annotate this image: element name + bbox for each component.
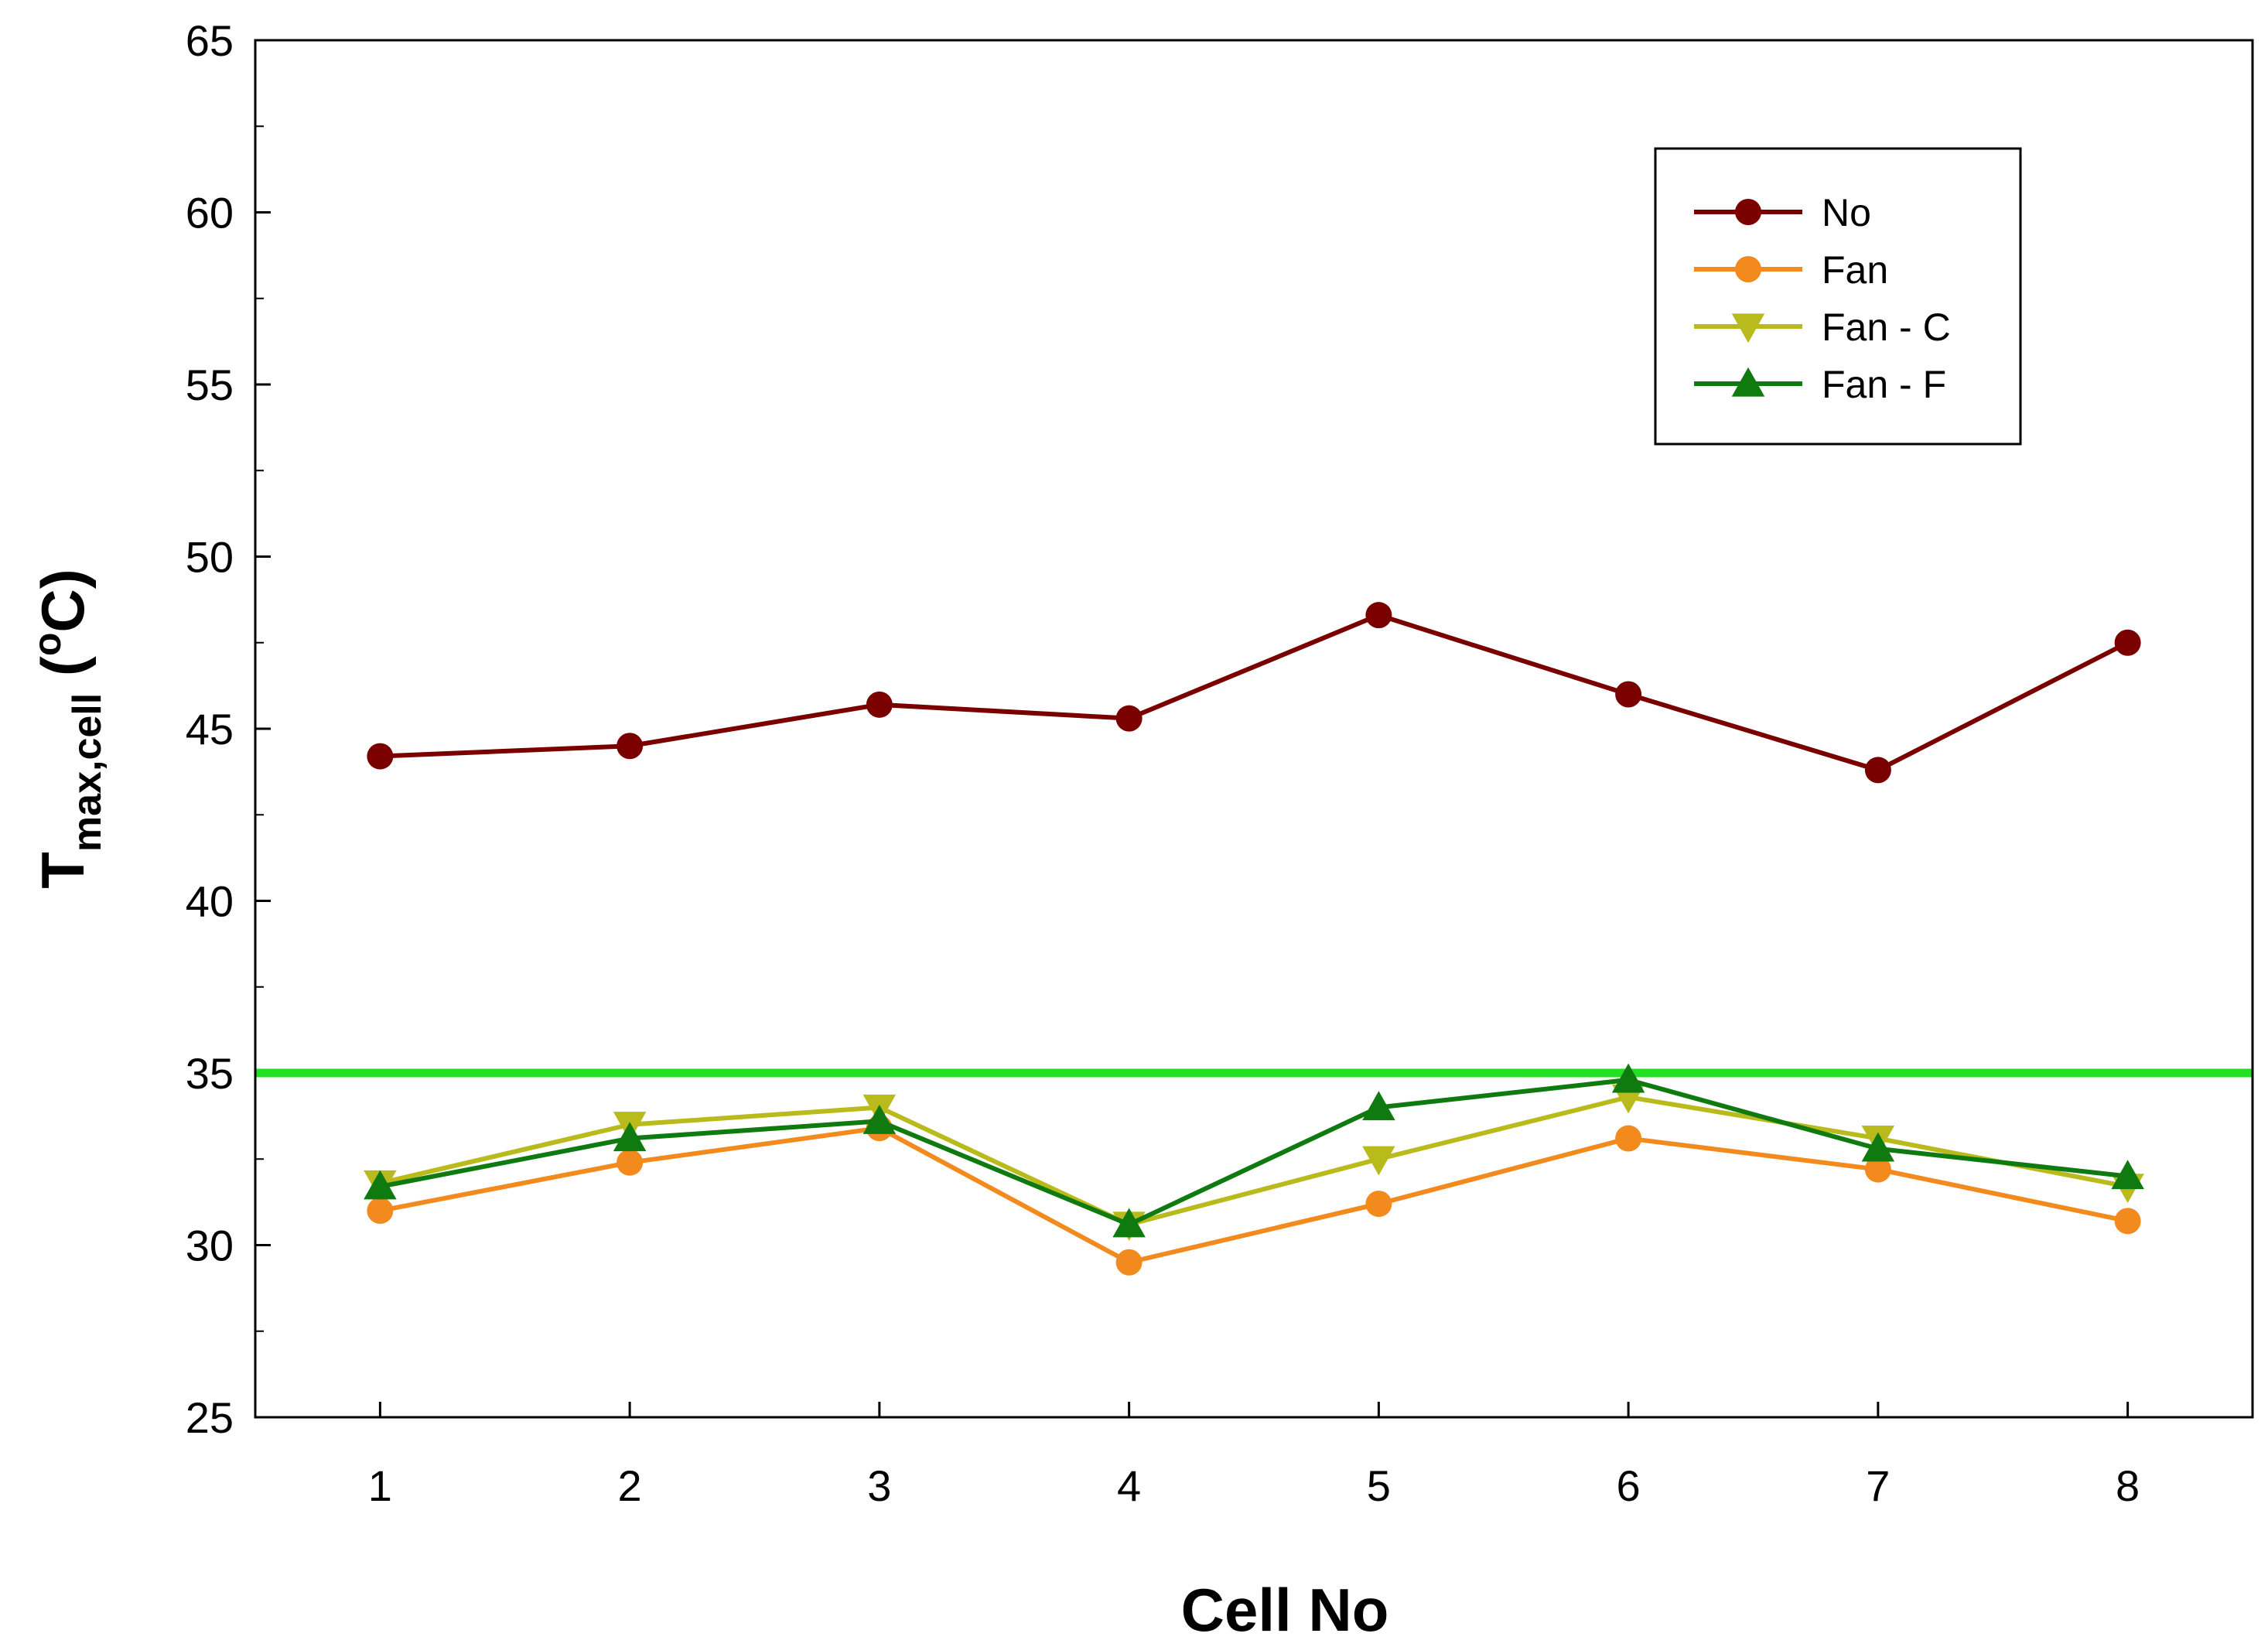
x-tick-label: 3: [867, 1461, 891, 1510]
data-point-no: [617, 733, 644, 760]
data-point-no: [1365, 602, 1392, 629]
data-point-fan-f: [2111, 1160, 2144, 1190]
data-point-no: [1864, 757, 1891, 784]
legend-box: [1654, 147, 2022, 446]
series-line-fan-c: [379, 1095, 2129, 1227]
y-tick-label: 30: [186, 1222, 234, 1270]
legend-label-fan-c: Fan - C: [1822, 306, 1951, 349]
data-point-fan-f: [1362, 1091, 1395, 1121]
series-fan: [367, 1115, 2141, 1276]
y-tick-label: 65: [186, 16, 234, 65]
data-point-fan-f: [1611, 1063, 1645, 1093]
legend-label-no: No: [1822, 191, 1871, 234]
legend-marker-fan-f: [1731, 367, 1765, 397]
legend-marker-no: [1735, 199, 1761, 225]
y-axis-title-unit-close: C): [29, 569, 97, 632]
legend: No Fan Fan - C Fan - F: [1654, 147, 2022, 446]
data-point-fan: [1615, 1125, 1642, 1152]
y-axis-title-base: T: [29, 852, 97, 889]
data-point-no: [2114, 629, 2141, 656]
series-fan-f: [364, 1063, 2144, 1238]
x-tick-label: 5: [1367, 1461, 1391, 1510]
data-point-fan: [1864, 1156, 1891, 1183]
y-tick-label: 55: [186, 360, 234, 409]
data-point-fan-f: [1112, 1208, 1146, 1238]
data-point-fan: [367, 1198, 394, 1224]
y-tick-label: 40: [186, 877, 234, 926]
x-tick-label: 2: [618, 1461, 642, 1510]
data-point-fan-f: [613, 1122, 647, 1152]
y-axis-title-unit-sup: o: [26, 633, 69, 657]
series-line-fan: [379, 1126, 2129, 1265]
legend-label-fan-f: Fan - F: [1822, 363, 1946, 406]
data-point-fan-c: [1362, 1146, 1395, 1176]
data-point-fan-f: [862, 1105, 897, 1134]
data-point-fan: [1365, 1191, 1392, 1218]
legend-label-fan: Fan: [1822, 248, 1888, 292]
plot-frame: [254, 39, 2254, 1419]
y-tick-label: 35: [186, 1049, 234, 1098]
legend-marker-fan-c: [1731, 313, 1765, 343]
data-point-no: [1115, 705, 1143, 732]
data-point-no: [1615, 681, 1642, 708]
y-axis-title: Tmax,cell (oC): [26, 569, 110, 888]
y-tick-label: 25: [186, 1393, 234, 1442]
data-point-fan: [1115, 1249, 1143, 1276]
data-point-fan-f: [364, 1170, 397, 1200]
x-axis-title: Cell No: [1181, 1576, 1389, 1644]
x-tick-label: 4: [1117, 1461, 1141, 1510]
series-line-fan-f: [379, 1077, 2128, 1227]
x-tick-label: 1: [368, 1461, 392, 1510]
data-point-no: [866, 691, 893, 718]
y-tick-label: 45: [186, 705, 234, 753]
x-tick-label: 8: [2116, 1461, 2140, 1510]
y-tick-label: 60: [186, 189, 234, 237]
series-line-no: [380, 613, 2129, 773]
legend-marker-fan: [1735, 256, 1761, 282]
data-point-no: [367, 743, 394, 770]
data-point-fan-f: [1861, 1132, 1895, 1162]
x-tick-label: 6: [1617, 1461, 1641, 1510]
x-tick-label: 7: [1866, 1461, 1890, 1510]
data-point-fan: [617, 1149, 644, 1176]
series-no: [367, 602, 2141, 784]
data-point-fan: [2114, 1208, 2141, 1235]
series-group: [364, 602, 2144, 1276]
y-tick-label: 50: [186, 533, 234, 582]
y-axis-title-subscript: max,cell: [65, 693, 110, 852]
y-axis-title-unit-open: (: [29, 656, 97, 693]
